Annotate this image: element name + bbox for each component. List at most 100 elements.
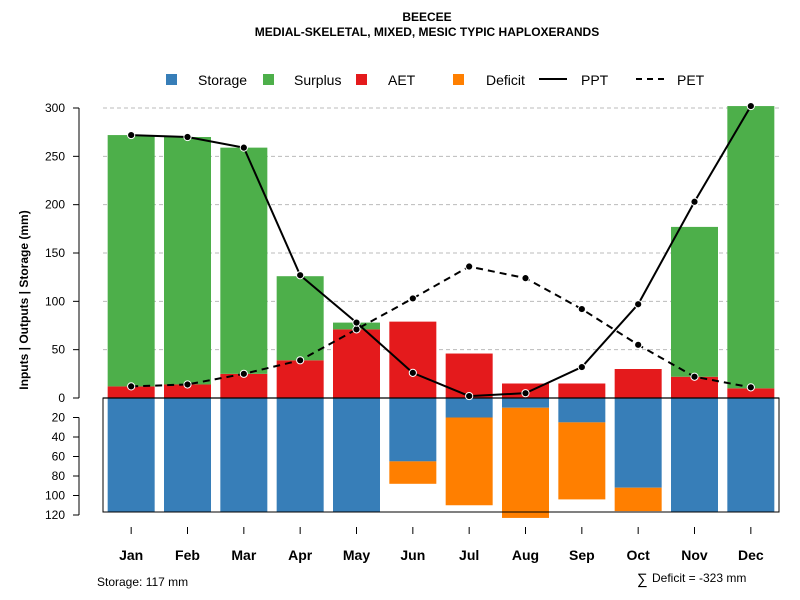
bar-aet	[445, 353, 493, 398]
legend-swatch-deficit	[453, 74, 464, 85]
point-ppt	[352, 318, 361, 327]
point-pet	[183, 380, 192, 389]
bar-deficit	[445, 417, 493, 506]
bar-storage	[220, 398, 268, 513]
axes: 0 50 100 150 200 250 300 20 40 60 80 100 120 Jan Feb Ma…	[45, 101, 764, 563]
legend-label-deficit: Deficit	[486, 72, 525, 88]
lines	[127, 101, 755, 401]
bar-storage	[389, 398, 437, 462]
sum-symbol: ∑	[637, 571, 648, 588]
bar-aet	[389, 321, 437, 398]
chart-title: BEECEE	[402, 10, 451, 24]
point-pet	[690, 372, 699, 381]
bar-storage	[558, 398, 606, 423]
x-tick-label: Oct	[626, 547, 650, 563]
point-ppt	[746, 101, 755, 111]
bars	[107, 106, 775, 518]
y-tick-label: 20	[52, 411, 66, 425]
point-pet	[127, 382, 136, 391]
point-pet	[634, 340, 643, 349]
point-ppt	[183, 132, 192, 142]
x-tick-label: Jun	[400, 547, 425, 563]
bar-aet	[164, 384, 211, 398]
y-tick-label: 80	[52, 469, 66, 483]
bar-aet	[614, 369, 662, 398]
y-tick-label: 150	[45, 246, 65, 260]
bar-surplus	[276, 276, 324, 361]
y-tick-label: 250	[45, 149, 65, 163]
y-tick-label: 120	[45, 508, 65, 522]
bar-surplus	[164, 137, 211, 385]
bar-storage	[333, 398, 380, 513]
y-tick-label: 60	[52, 450, 66, 464]
x-tick-label: Feb	[175, 547, 200, 563]
bar-aet	[333, 329, 380, 398]
storage-note: Storage: 117 mm	[97, 575, 188, 589]
x-tick-label: Apr	[288, 547, 313, 563]
x-tick-label: Jan	[119, 547, 143, 563]
y-axis-label: Inputs | Outputs | Storage (mm)	[17, 210, 31, 389]
deficit-note: Deficit = -323 mm	[652, 571, 746, 585]
bar-storage	[164, 398, 211, 513]
bar-deficit	[558, 422, 606, 500]
bar-aet	[558, 383, 606, 398]
legend-label-ppt: PPT	[581, 72, 609, 88]
bar-storage	[502, 398, 549, 408]
bar-storage	[614, 398, 662, 488]
legend-label-pet: PET	[677, 72, 705, 88]
y-tick-label: 100	[45, 294, 65, 308]
y-tick-label: 50	[52, 343, 66, 357]
point-ppt	[408, 368, 417, 377]
y-tick-label: 200	[45, 198, 65, 212]
bar-storage	[445, 398, 493, 418]
gridlines	[103, 107, 779, 351]
bar-surplus	[220, 147, 268, 374]
legend-label-aet: AET	[388, 72, 416, 88]
x-tick-label: Dec	[738, 547, 764, 563]
line-ppt	[131, 105, 752, 398]
legend-label-surplus: Surplus	[294, 72, 341, 88]
bar-storage	[107, 398, 155, 513]
bar-aet	[276, 360, 324, 398]
x-tick-label: May	[343, 547, 370, 563]
y-tick-label: 300	[45, 101, 65, 115]
point-ppt	[577, 362, 586, 372]
point-pet	[408, 294, 417, 303]
bar-deficit	[614, 487, 662, 512]
point-pet	[239, 369, 248, 378]
legend-swatch-aet	[356, 74, 367, 85]
lower-panel-frame	[102, 397, 780, 513]
point-ppt	[465, 391, 474, 401]
bar-surplus	[727, 106, 775, 389]
point-pet	[746, 383, 755, 392]
point-pet	[521, 274, 530, 283]
bar-aet	[671, 376, 718, 398]
legend-swatch-storage	[166, 74, 177, 85]
y-tick-label: 100	[45, 489, 65, 503]
bar-surplus	[107, 135, 155, 387]
bar-storage	[671, 398, 718, 513]
bar-surplus	[671, 226, 718, 377]
legend-label-storage: Storage	[198, 72, 247, 88]
bar-aet	[107, 386, 155, 398]
bar-storage	[276, 398, 324, 513]
x-tick-label: Mar	[231, 547, 256, 563]
point-ppt	[521, 389, 530, 398]
point-ppt	[127, 130, 136, 140]
y-tick-label: 40	[52, 430, 66, 444]
chart-subtitle: MEDIAL-SKELETAL, MIXED, MESIC TYPIC HAPL…	[255, 25, 599, 39]
bar-deficit	[389, 461, 437, 484]
point-pet	[296, 356, 305, 365]
legend: Storage Surplus AET Deficit PPT PET	[166, 72, 705, 88]
point-ppt	[296, 271, 305, 280]
x-tick-label: Sep	[569, 547, 595, 563]
point-pet	[577, 304, 586, 314]
legend-swatch-surplus	[263, 74, 274, 85]
x-tick-label: Nov	[681, 547, 708, 563]
y-tick-label: 0	[58, 391, 65, 405]
x-tick-label: Jul	[459, 547, 479, 563]
point-ppt	[239, 143, 248, 152]
point-pet	[465, 262, 474, 271]
point-ppt	[634, 300, 643, 309]
